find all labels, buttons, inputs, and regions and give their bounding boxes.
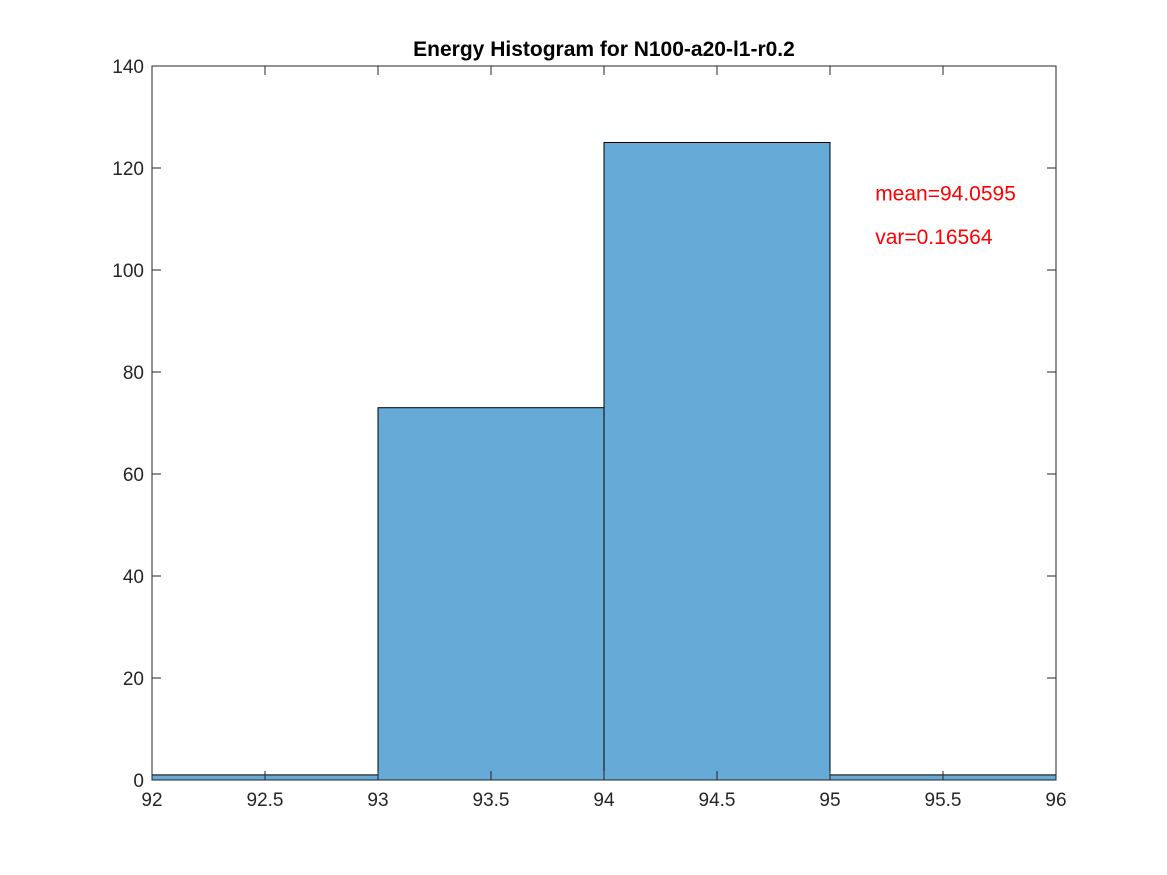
- y-tick-label-6: 120: [112, 159, 144, 180]
- bars-layer: [151, 142, 1057, 781]
- y-tick-label-2: 40: [123, 567, 144, 588]
- x-tick-label-0: 92: [141, 790, 162, 811]
- histogram-bar-2: [603, 142, 831, 781]
- x-tick-label-6: 95: [819, 790, 840, 811]
- y-tick-label-0: 0: [133, 771, 144, 792]
- y-tick-label-7: 140: [112, 57, 144, 78]
- x-tick-label-1: 92.5: [247, 790, 284, 811]
- x-tick-label-8: 96: [1045, 790, 1066, 811]
- y-tick-label-1: 20: [123, 669, 144, 690]
- x-tick-label-3: 93.5: [473, 790, 510, 811]
- annotation-0: mean=94.0595: [875, 183, 1016, 206]
- x-tick-label-7: 95.5: [925, 790, 962, 811]
- annotation-1: var=0.16564: [875, 226, 993, 249]
- y-tick-label-4: 80: [123, 363, 144, 384]
- chart-title: Energy Histogram for N100-a20-l1-r0.2: [413, 38, 795, 61]
- y-tick-label-3: 60: [123, 465, 144, 486]
- x-tick-label-5: 94.5: [699, 790, 736, 811]
- histogram-bar-1: [377, 407, 605, 781]
- tick-labels-layer: 92 92.5 93 93.5 94 94.5 95 95.5 96 0 20 40 60 80 100 12…: [112, 57, 1066, 811]
- annotations-layer: mean=94.0595 var=0.16564: [875, 183, 1016, 249]
- x-tick-label-4: 94: [593, 790, 615, 811]
- y-tick-label-5: 100: [112, 261, 144, 282]
- x-tick-label-2: 93: [367, 790, 388, 811]
- ticks-layer: [151, 65, 1057, 781]
